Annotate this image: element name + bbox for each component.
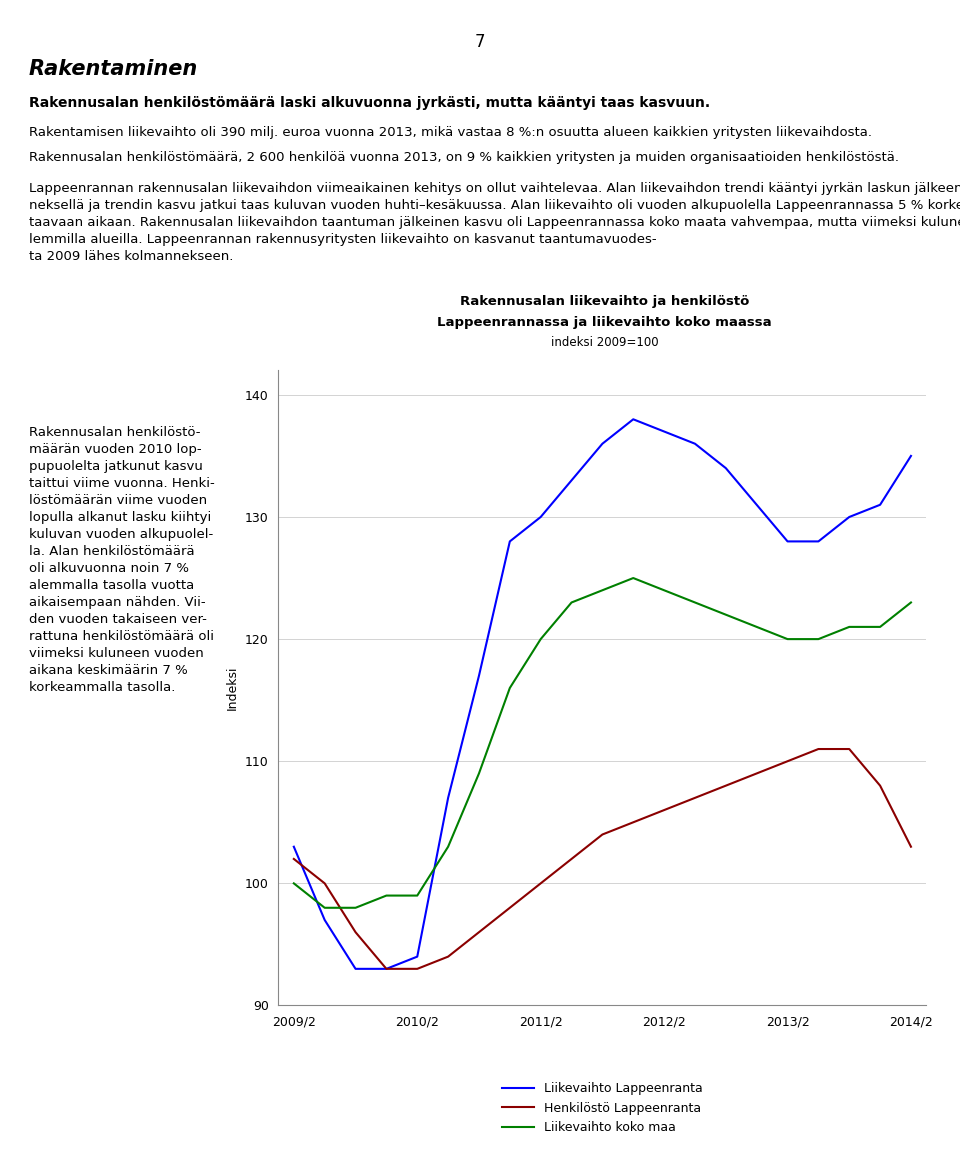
Text: Rakennusalan henkilöstömäärä laski alkuvuonna jyrkästi, mutta kääntyi taas kasvu: Rakennusalan henkilöstömäärä laski alkuv… [29,96,710,111]
Text: Rakennusalan liikevaihto ja henkilöstö: Rakennusalan liikevaihto ja henkilöstö [460,295,750,308]
Text: indeksi 2009=100: indeksi 2009=100 [551,336,659,349]
Legend: Liikevaihto Lappeenranta, Henkilöstö Lappeenranta, Liikevaihto koko maa: Liikevaihto Lappeenranta, Henkilöstö Lap… [497,1077,708,1138]
Text: Rakennusalan henkilöstömäärä, 2 600 henkilöä vuonna 2013, on 9 % kaikkien yritys: Rakennusalan henkilöstömäärä, 2 600 henk… [29,151,899,163]
Text: Lappeenrannan rakennusalan liikevaihdon viimeaikainen kehitys on ollut vaihtelev: Lappeenrannan rakennusalan liikevaihdon … [29,182,960,263]
Text: Rakennusalan henkilöstö-
määrän vuoden 2010 lop-
pupuolelta jatkunut kasvu
taitt: Rakennusalan henkilöstö- määrän vuoden 2… [29,426,214,694]
Y-axis label: Indeksi: Indeksi [227,666,239,710]
Text: 7: 7 [475,33,485,51]
Text: Lappeenrannassa ja liikevaihto koko maassa: Lappeenrannassa ja liikevaihto koko maas… [438,316,772,329]
Text: Rakentamisen liikevaihto oli 390 milj. euroa vuonna 2013, mikä vastaa 8 %:n osuu: Rakentamisen liikevaihto oli 390 milj. e… [29,126,872,139]
Text: Rakentaminen: Rakentaminen [29,59,198,79]
